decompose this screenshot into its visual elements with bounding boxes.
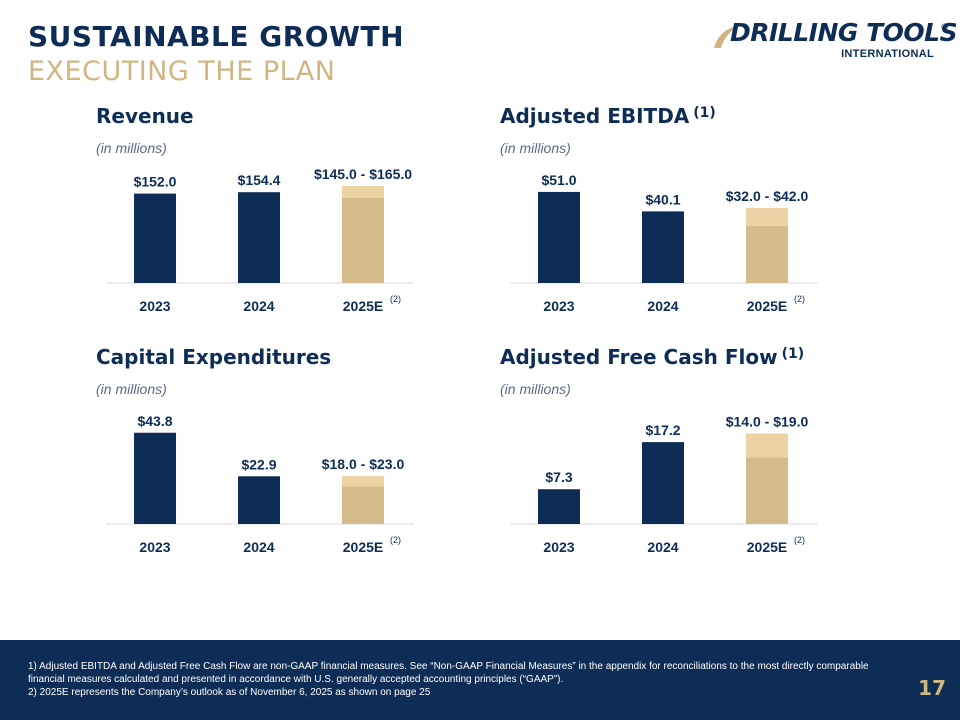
data-label: $145.0 - $165.0 [314, 166, 412, 182]
page-title: SUSTAINABLE GROWTH [28, 20, 405, 53]
logo-name: DRILLING TOOLS [730, 18, 958, 47]
logo-subtitle: INTERNATIONAL [841, 48, 934, 60]
x-tick-label: 2025E [343, 539, 383, 555]
chart-title-note: (1) [693, 105, 716, 121]
footnote-2: 2) 2025E represents the Company’s outloo… [28, 687, 431, 698]
tick-footnote-mark: (2) [794, 294, 805, 304]
data-label: $43.8 [137, 413, 172, 429]
bar [134, 193, 176, 283]
x-tick-label: 2025E [747, 298, 787, 314]
chart-title: Capital Expenditures [96, 345, 332, 369]
bar-low-estimate [342, 197, 384, 283]
tick-footnote-mark: (2) [794, 535, 805, 545]
page-number: 17 [918, 676, 946, 700]
footnotes: 1) Adjusted EBITDA and Adjusted Free Cas… [28, 660, 908, 699]
revenue-chart: Revenue (in millions) $152.0 2023 $154.4 20… [96, 104, 476, 334]
chart-subtitle: (in millions) [500, 140, 571, 156]
x-tick-label: 2025E [343, 298, 383, 314]
chart-title: Revenue [96, 104, 194, 128]
x-tick-label: 2023 [139, 539, 170, 555]
tick-footnote-mark: (2) [390, 294, 401, 304]
data-label: $40.1 [645, 191, 680, 207]
x-tick-label: 2024 [243, 298, 274, 314]
footer: 1) Adjusted EBITDA and Adjusted Free Cas… [0, 640, 960, 720]
bar [538, 489, 580, 524]
bar-range-estimate [342, 476, 384, 487]
data-label: $51.0 [541, 172, 576, 188]
data-label: $154.4 [238, 172, 281, 188]
logo-swoosh-icon [714, 26, 739, 48]
chart-title: Adjusted EBITDA (1) [500, 104, 716, 128]
x-tick-label: 2024 [243, 539, 274, 555]
x-tick-label: 2024 [647, 298, 678, 314]
chart-plot: $43.8 2023 $22.9 2024 $18.0 - $23.0 2025E (2) [106, 413, 414, 555]
adjusted-free-cash-flow-chart: Adjusted Free Cash Flow (1) (in millions)… [500, 345, 880, 575]
chart-title: Adjusted Free Cash Flow (1) [500, 345, 805, 369]
capital-expenditures-chart: Capital Expenditures (in millions) $43.8… [96, 345, 476, 575]
x-tick-label: 2023 [543, 298, 574, 314]
chart-subtitle: (in millions) [500, 381, 571, 397]
logo-registered-mark: ® [941, 22, 948, 32]
adjusted-ebitda-chart: Adjusted EBITDA (1) (in millions) $51.0 20… [500, 104, 880, 334]
x-tick-label: 2025E [747, 539, 787, 555]
chart-subtitle: (in millions) [96, 381, 167, 397]
bar [238, 476, 280, 524]
bar [642, 211, 684, 283]
x-tick-label: 2024 [647, 539, 678, 555]
data-label: $152.0 [134, 174, 177, 190]
bar-low-estimate [746, 225, 788, 283]
chart-subtitle: (in millions) [96, 140, 167, 156]
chart-plot: $7.3 2023 $17.2 2024 $14.0 - $19.0 2025E (2) [510, 414, 818, 555]
bar [238, 192, 280, 283]
page-subtitle: EXECUTING THE PLAN [28, 56, 336, 87]
data-label: $17.2 [645, 422, 680, 438]
bar [134, 432, 176, 524]
chart-title-note: (1) [781, 346, 805, 362]
chart-plot: $51.0 2023 $40.1 2024 $32.0 - $42.0 2025E (2) [510, 172, 818, 314]
bar [642, 442, 684, 524]
tick-footnote-mark: (2) [390, 535, 401, 545]
x-tick-label: 2023 [543, 539, 574, 555]
bar-range-estimate [746, 208, 788, 226]
data-label: $32.0 - $42.0 [726, 188, 809, 204]
footnote-1: 1) Adjusted EBITDA and Adjusted Free Cas… [28, 661, 869, 685]
chart-plot: $152.0 2023 $154.4 2024 $145.0 - $165.0 2025E… [106, 166, 414, 314]
x-tick-label: 2023 [139, 298, 170, 314]
data-label: $14.0 - $19.0 [726, 414, 809, 430]
bar-low-estimate [342, 486, 384, 524]
bar-range-estimate [342, 185, 384, 198]
data-label: $7.3 [545, 469, 572, 485]
data-label: $22.9 [241, 456, 276, 472]
bar-low-estimate [746, 457, 788, 524]
data-label: $18.0 - $23.0 [322, 456, 405, 472]
company-logo: DRILLING TOOLS ® INTERNATIONAL [712, 18, 958, 64]
bar [538, 191, 580, 283]
bar-range-estimate [746, 433, 788, 458]
